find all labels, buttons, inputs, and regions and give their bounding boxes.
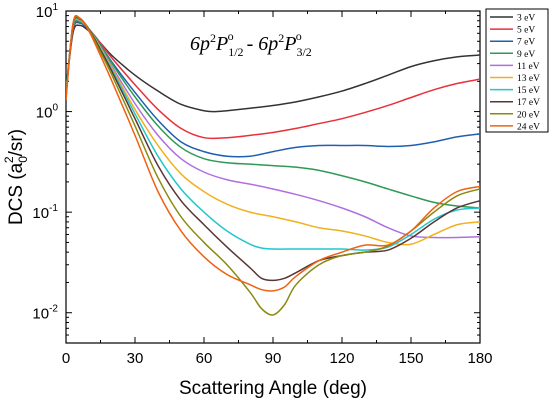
legend-label: 20 eV bbox=[517, 110, 540, 120]
title-right-sub: 3/2 bbox=[296, 45, 311, 59]
x-tick-label: 180 bbox=[467, 350, 492, 367]
y-label-sub: 0 bbox=[16, 156, 30, 163]
x-tick-labels: 0 30 60 90 120 150 180 bbox=[62, 350, 493, 367]
legend-label: 24 eV bbox=[517, 122, 540, 132]
legend-label: 17 eV bbox=[517, 98, 540, 108]
y-label-b: /sr) bbox=[6, 129, 27, 156]
y-tick-label: 10-1 bbox=[32, 203, 58, 222]
y-axis-label: DCS (a02/sr) bbox=[2, 129, 30, 225]
x-tick-label: 60 bbox=[196, 350, 213, 367]
x-tick-label: 30 bbox=[127, 350, 144, 367]
title-left-sup: 2 bbox=[210, 31, 216, 45]
title-right-P: P bbox=[283, 33, 296, 55]
y-tick-labels: 101 100 10-1 10-2 bbox=[32, 2, 58, 323]
x-tick-label: 150 bbox=[398, 350, 423, 367]
title-right-sup: 2 bbox=[278, 31, 284, 45]
legend-label: 3 eV bbox=[517, 14, 535, 24]
legend-label: 7 eV bbox=[517, 38, 535, 48]
plot-area-frame bbox=[65, 10, 481, 344]
x-tick-label: 120 bbox=[329, 350, 354, 367]
y-tick-label: 100 bbox=[36, 103, 59, 122]
title-left-o: o bbox=[228, 29, 234, 43]
x-tick-label: 0 bbox=[62, 350, 70, 367]
title-right-o: o bbox=[296, 29, 302, 43]
title-right-n: 6p bbox=[258, 33, 278, 55]
title-left-n: 6p bbox=[190, 33, 210, 55]
title-separator: - bbox=[242, 33, 259, 55]
legend: 3 eV 5 eV 7 eV 9 eV 11 eV 13 eV 15 eV 17 eV 20 e… bbox=[485, 8, 549, 133]
legend-label: 5 eV bbox=[517, 26, 535, 36]
legend-label: 9 eV bbox=[517, 50, 535, 60]
axis-ticks bbox=[65, 10, 481, 344]
chart-title: 6p2P1/2o - 6p2P3/2o bbox=[190, 29, 312, 59]
y-tick-label: 101 bbox=[36, 2, 59, 21]
title-left-P: P bbox=[215, 33, 228, 55]
y-label-sup: 2 bbox=[2, 156, 16, 163]
x-axis-label: Scattering Angle (deg) bbox=[179, 378, 367, 399]
y-label-a: DCS (a bbox=[6, 162, 27, 225]
y-tick-label: 10-2 bbox=[32, 304, 58, 323]
legend-label: 15 eV bbox=[517, 86, 540, 96]
legend-label: 11 eV bbox=[517, 62, 540, 72]
series-layer bbox=[66, 14, 480, 316]
series-line-8 bbox=[66, 16, 480, 282]
series-line-10 bbox=[66, 14, 480, 292]
title-left-sub: 1/2 bbox=[228, 45, 243, 59]
x-tick-label: 90 bbox=[265, 350, 282, 367]
legend-label: 13 eV bbox=[517, 74, 540, 84]
